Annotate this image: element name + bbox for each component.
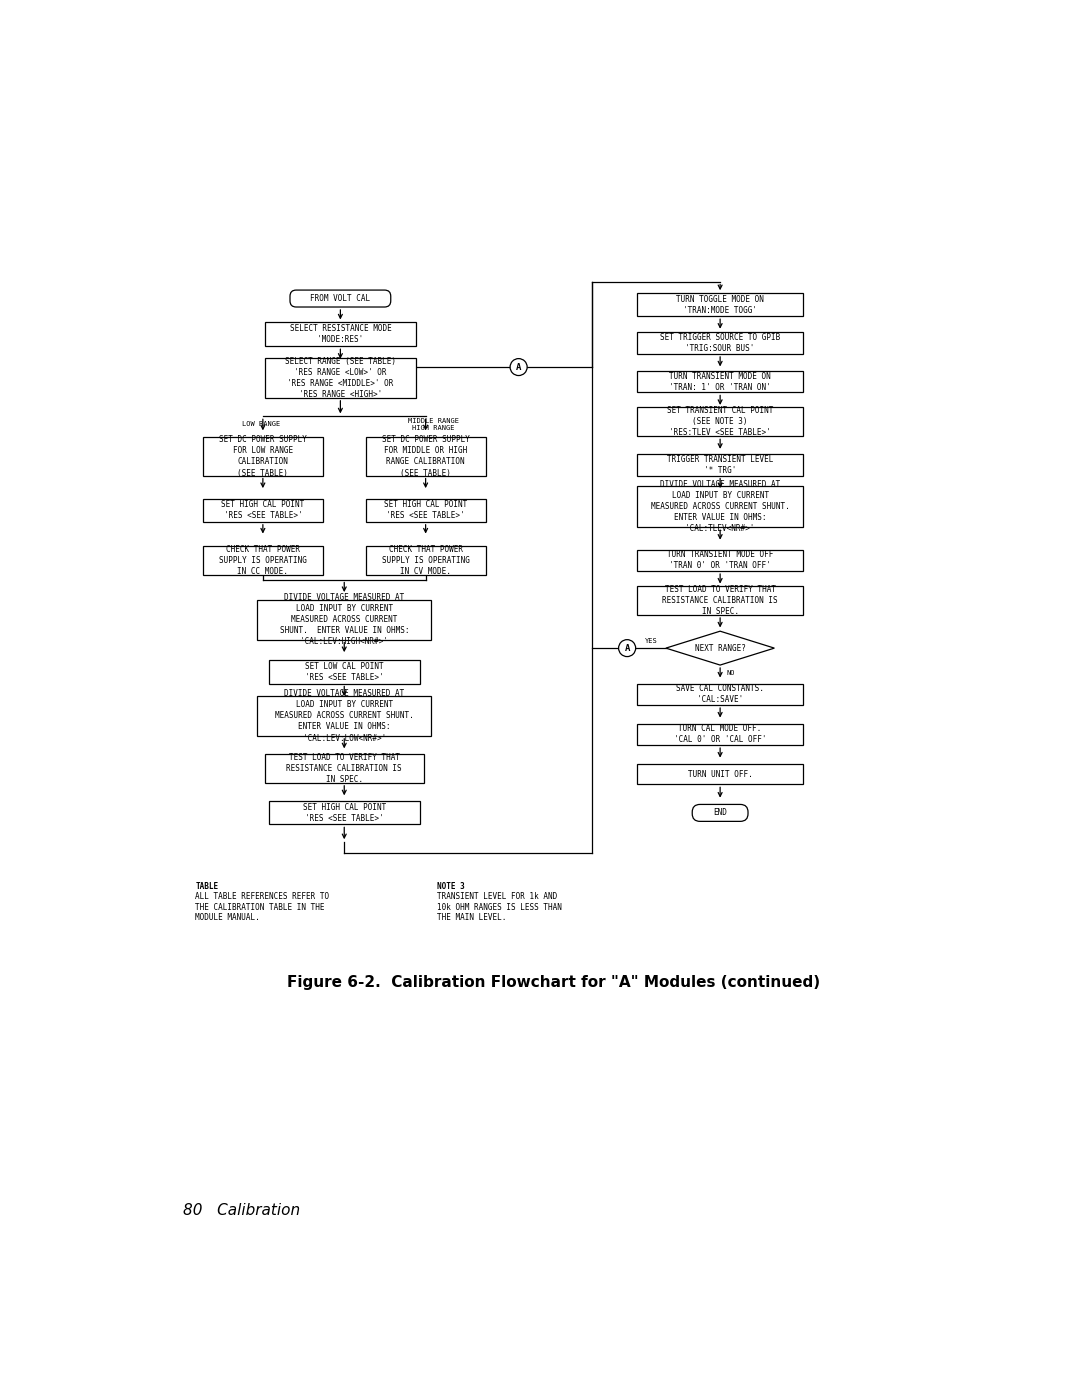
FancyBboxPatch shape	[637, 683, 804, 705]
FancyBboxPatch shape	[203, 499, 323, 522]
Text: SAVE CAL CONSTANTS.
'CAL:SAVE': SAVE CAL CONSTANTS. 'CAL:SAVE'	[676, 685, 764, 704]
Text: MIDDLE RANGE
HIGH RANGE: MIDDLE RANGE HIGH RANGE	[408, 418, 459, 430]
Text: TRIGGER TRANSIENT LEVEL
'* TRG': TRIGGER TRANSIENT LEVEL '* TRG'	[667, 455, 773, 475]
Text: SET HIGH CAL POINT
'RES <SEE TABLE>': SET HIGH CAL POINT 'RES <SEE TABLE>'	[302, 803, 386, 823]
Text: A: A	[516, 363, 522, 372]
FancyBboxPatch shape	[269, 661, 420, 683]
Text: SELECT RESISTANCE MODE
'MODE:RES': SELECT RESISTANCE MODE 'MODE:RES'	[289, 324, 391, 344]
Text: TRANSIENT LEVEL FOR 1k AND
10k OHM RANGES IS LESS THAN
THE MAIN LEVEL.: TRANSIENT LEVEL FOR 1k AND 10k OHM RANGE…	[437, 893, 562, 922]
FancyBboxPatch shape	[637, 407, 804, 436]
Text: TURN TRANSIENT MODE OFF
'TRAN 0' OR 'TRAN OFF': TURN TRANSIENT MODE OFF 'TRAN 0' OR 'TRA…	[667, 550, 773, 570]
Text: SET HIGH CAL POINT
'RES <SEE TABLE>': SET HIGH CAL POINT 'RES <SEE TABLE>'	[384, 500, 468, 520]
Text: NOTE 3: NOTE 3	[437, 882, 465, 891]
FancyBboxPatch shape	[203, 437, 323, 475]
Text: DIVIDE VOLTAGE MEASURED AT
LOAD INPUT BY CURRENT
MEASURED ACROSS CURRENT SHUNT.
: DIVIDE VOLTAGE MEASURED AT LOAD INPUT BY…	[275, 689, 414, 743]
Text: ALL TABLE REFERENCES REFER TO
THE CALIBRATION TABLE IN THE
MODULE MANUAL.: ALL TABLE REFERENCES REFER TO THE CALIBR…	[195, 893, 329, 922]
Text: TURN UNIT OFF.: TURN UNIT OFF.	[688, 770, 753, 780]
FancyBboxPatch shape	[365, 546, 486, 576]
Text: TURN TRANSIENT MODE ON
'TRAN: 1' OR 'TRAN ON': TURN TRANSIENT MODE ON 'TRAN: 1' OR 'TRA…	[670, 372, 771, 391]
FancyBboxPatch shape	[269, 802, 420, 824]
Text: DIVIDE VOLTAGE MEASURED AT
LOAD INPUT BY CURRENT
MEASURED ACROSS CURRENT
SHUNT. : DIVIDE VOLTAGE MEASURED AT LOAD INPUT BY…	[280, 592, 409, 647]
FancyBboxPatch shape	[265, 358, 416, 398]
FancyBboxPatch shape	[637, 332, 804, 353]
FancyBboxPatch shape	[637, 549, 804, 571]
Text: SET DC POWER SUPPLY
FOR LOW RANGE
CALIBRATION
(SEE TABLE): SET DC POWER SUPPLY FOR LOW RANGE CALIBR…	[219, 436, 307, 478]
FancyBboxPatch shape	[203, 546, 323, 576]
Text: A: A	[624, 644, 630, 652]
FancyBboxPatch shape	[637, 454, 804, 475]
Text: LOW RANGE: LOW RANGE	[242, 420, 281, 427]
FancyBboxPatch shape	[637, 372, 804, 393]
Text: 80   Calibration: 80 Calibration	[183, 1203, 300, 1218]
Text: SET DC POWER SUPPLY
FOR MIDDLE OR HIGH
RANGE CALIBRATION
(SEE TABLE): SET DC POWER SUPPLY FOR MIDDLE OR HIGH R…	[381, 436, 470, 478]
Text: TABLE: TABLE	[195, 882, 218, 891]
Text: NO: NO	[727, 669, 735, 676]
Text: Figure 6-2.  Calibration Flowchart for "A" Modules (continued): Figure 6-2. Calibration Flowchart for "A…	[287, 975, 820, 990]
Text: SET HIGH CAL POINT
'RES <SEE TABLE>': SET HIGH CAL POINT 'RES <SEE TABLE>'	[221, 500, 305, 520]
FancyBboxPatch shape	[257, 599, 431, 640]
Text: FROM VOLT CAL: FROM VOLT CAL	[310, 293, 370, 303]
Text: CHECK THAT POWER
SUPPLY IS OPERATING
IN CC MODE.: CHECK THAT POWER SUPPLY IS OPERATING IN …	[219, 545, 307, 576]
FancyBboxPatch shape	[637, 724, 804, 745]
FancyBboxPatch shape	[265, 321, 416, 346]
FancyBboxPatch shape	[637, 585, 804, 615]
FancyBboxPatch shape	[265, 753, 423, 782]
Text: YES: YES	[645, 638, 657, 644]
FancyBboxPatch shape	[365, 437, 486, 475]
Text: SELECT RANGE (SEE TABLE)
'RES RANGE <LOW>' OR
'RES RANGE <MIDDLE>' OR
'RES RANGE: SELECT RANGE (SEE TABLE) 'RES RANGE <LOW…	[285, 356, 396, 400]
FancyBboxPatch shape	[257, 696, 431, 736]
Text: CHECK THAT POWER
SUPPLY IS OPERATING
IN CV MODE.: CHECK THAT POWER SUPPLY IS OPERATING IN …	[381, 545, 470, 576]
Text: END: END	[713, 809, 727, 817]
Text: TURN CAL MODE OFF.
'CAL 0' OR 'CAL OFF': TURN CAL MODE OFF. 'CAL 0' OR 'CAL OFF'	[674, 724, 767, 745]
FancyBboxPatch shape	[637, 486, 804, 527]
Text: NEXT RANGE?: NEXT RANGE?	[694, 644, 745, 652]
Circle shape	[510, 359, 527, 376]
Text: SET TRANSIENT CAL POINT
(SEE NOTE 3)
'RES:TLEV <SEE TABLE>': SET TRANSIENT CAL POINT (SEE NOTE 3) 'RE…	[667, 407, 773, 437]
Text: SET TRIGGER SOURCE TO GPIB
'TRIG:SOUR BUS': SET TRIGGER SOURCE TO GPIB 'TRIG:SOUR BU…	[660, 332, 780, 353]
FancyBboxPatch shape	[637, 293, 804, 316]
FancyBboxPatch shape	[692, 805, 748, 821]
Text: DIVIDE VOLTAGE MEASURED AT
LOAD INPUT BY CURRENT
MEASURED ACROSS CURRENT SHUNT.
: DIVIDE VOLTAGE MEASURED AT LOAD INPUT BY…	[651, 479, 789, 534]
Text: TEST LOAD TO VERIFY THAT
RESISTANCE CALIBRATION IS
IN SPEC.: TEST LOAD TO VERIFY THAT RESISTANCE CALI…	[286, 753, 402, 784]
Circle shape	[619, 640, 636, 657]
FancyBboxPatch shape	[365, 499, 486, 522]
Text: TURN TOGGLE MODE ON
'TRAN:MODE TOGG': TURN TOGGLE MODE ON 'TRAN:MODE TOGG'	[676, 295, 764, 314]
Polygon shape	[666, 631, 774, 665]
Text: SET LOW CAL POINT
'RES <SEE TABLE>': SET LOW CAL POINT 'RES <SEE TABLE>'	[305, 662, 383, 682]
FancyBboxPatch shape	[291, 291, 391, 307]
FancyBboxPatch shape	[637, 764, 804, 784]
Text: TEST LOAD TO VERIFY THAT
RESISTANCE CALIBRATION IS
IN SPEC.: TEST LOAD TO VERIFY THAT RESISTANCE CALI…	[662, 585, 778, 616]
